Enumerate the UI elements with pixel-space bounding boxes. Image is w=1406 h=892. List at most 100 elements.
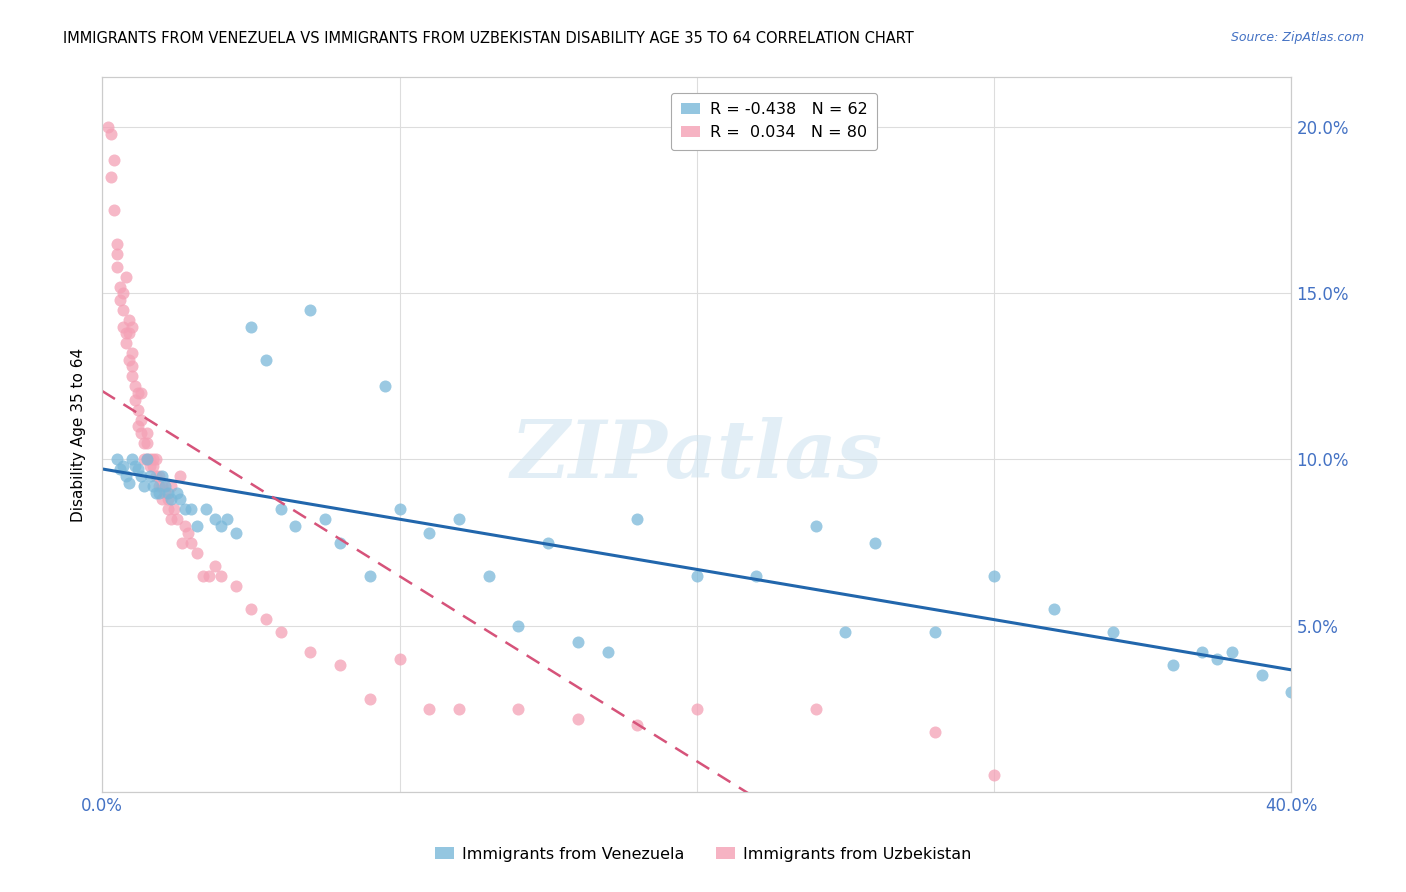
Point [132,452,155,467]
Point [139,452,162,467]
Point [567,635,589,649]
Point [388,652,411,666]
Point [142,452,165,467]
Point [150,492,173,507]
Point [924,625,946,640]
Point [239,319,262,334]
Point [156,485,179,500]
Point [217,512,239,526]
Point [105,260,128,274]
Point [359,568,381,582]
Point [115,269,138,284]
Legend: Immigrants from Venezuela, Immigrants from Uzbekistan: Immigrants from Venezuela, Immigrants fr… [427,840,979,868]
Point [314,512,336,526]
Point [596,645,619,659]
Point [111,459,134,474]
Point [374,379,396,393]
Point [108,293,131,307]
Point [105,246,128,260]
Point [121,359,143,374]
Point [1206,652,1229,666]
Point [108,279,131,293]
Point [204,512,226,526]
Point [1281,685,1303,699]
Point [447,701,470,715]
Point [567,712,589,726]
Point [105,452,128,467]
Point [115,469,138,483]
Point [127,402,149,417]
Point [111,303,134,318]
Point [97,120,120,135]
Point [172,535,194,549]
Point [103,153,125,168]
Point [153,485,176,500]
Point [118,475,141,490]
Point [150,469,173,483]
Point [145,452,167,467]
Point [156,492,179,507]
Point [142,479,165,493]
Point [418,701,440,715]
Point [169,469,191,483]
Point [127,419,149,434]
Point [284,519,307,533]
Point [121,346,143,360]
Point [118,326,141,341]
Point [129,469,152,483]
Point [1161,658,1184,673]
Point [135,452,157,467]
Point [129,425,152,440]
Point [359,691,381,706]
Point [270,625,292,640]
Point [111,319,134,334]
Point [159,512,181,526]
Point [924,725,946,739]
Point [177,525,200,540]
Text: IMMIGRANTS FROM VENEZUELA VS IMMIGRANTS FROM UZBEKISTAN DISABILITY AGE 35 TO 64 : IMMIGRANTS FROM VENEZUELA VS IMMIGRANTS … [63,31,914,46]
Point [108,462,131,476]
Point [145,469,167,483]
Y-axis label: Disability Age 35 to 64: Disability Age 35 to 64 [72,348,86,522]
Point [142,459,165,474]
Point [863,535,886,549]
Point [418,525,440,540]
Point [1042,602,1064,616]
Point [153,479,176,493]
Point [148,485,170,500]
Point [209,568,232,582]
Point [508,701,530,715]
Point [148,479,170,493]
Text: ZIPatlas: ZIPatlas [510,417,883,495]
Point [118,313,141,327]
Point [100,127,122,141]
Point [162,502,184,516]
Point [254,612,277,626]
Point [626,512,648,526]
Point [129,386,152,401]
Point [745,568,768,582]
Point [1220,645,1243,659]
Point [447,512,470,526]
Point [186,545,208,559]
Point [804,519,827,533]
Point [180,535,202,549]
Point [159,479,181,493]
Point [132,479,155,493]
Point [193,568,215,582]
Point [166,512,188,526]
Point [150,479,173,493]
Point [148,469,170,483]
Point [225,579,247,593]
Point [174,502,197,516]
Point [834,625,856,640]
Point [388,502,411,516]
Point [209,519,232,533]
Point [686,568,709,582]
Point [139,459,162,474]
Point [124,459,146,474]
Point [145,485,167,500]
Point [686,701,709,715]
Point [115,336,138,351]
Point [127,386,149,401]
